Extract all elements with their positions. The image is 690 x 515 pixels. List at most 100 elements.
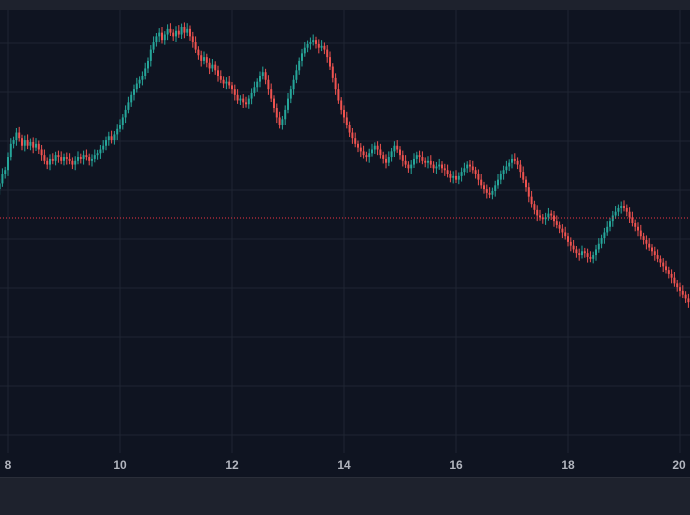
candle	[494, 180, 497, 197]
candle	[502, 165, 505, 180]
candle-body	[0, 183, 1, 190]
candle	[477, 169, 480, 186]
candle-body	[225, 81, 228, 84]
candle	[35, 138, 37, 152]
candle-body	[183, 26, 186, 33]
candle-body	[410, 164, 413, 169]
candle	[564, 226, 567, 240]
candle-body	[586, 253, 589, 257]
candle-body	[250, 92, 253, 99]
candle	[175, 26, 177, 43]
candle	[653, 246, 656, 261]
candle-body	[110, 136, 113, 141]
candle	[424, 157, 427, 168]
candle-body	[491, 190, 494, 195]
candle-body	[203, 57, 205, 61]
candle	[469, 160, 471, 173]
candle	[183, 22, 186, 39]
candle-body	[256, 81, 259, 88]
candle-body	[161, 32, 163, 41]
candle	[91, 154, 93, 167]
candle	[306, 40, 309, 53]
candle-body	[23, 140, 26, 146]
candle	[569, 237, 572, 252]
chart-pane[interactable]	[0, 10, 690, 453]
candle-body	[625, 207, 628, 212]
candle-body	[337, 89, 340, 101]
candle	[572, 239, 575, 253]
candle-body	[667, 270, 670, 274]
candle-body	[275, 108, 278, 118]
candle-body	[323, 45, 326, 50]
candle-body	[144, 68, 147, 76]
candle	[214, 61, 217, 75]
candle	[323, 42, 326, 55]
candle	[681, 285, 684, 299]
candle	[592, 251, 595, 264]
candle-body	[645, 239, 648, 244]
candle-body	[684, 294, 687, 299]
candle	[189, 25, 191, 41]
candle	[141, 71, 144, 86]
candle	[43, 149, 46, 165]
candle	[631, 211, 634, 227]
candle-body	[435, 166, 438, 169]
candle	[18, 126, 21, 142]
candle	[119, 119, 121, 133]
candle-body	[60, 157, 63, 161]
candle	[639, 224, 642, 240]
candle	[550, 210, 553, 221]
candle	[127, 96, 130, 114]
candle	[46, 157, 49, 170]
candle	[525, 176, 527, 192]
candle	[460, 167, 463, 182]
candle-body	[200, 55, 203, 61]
candle-body	[387, 157, 390, 163]
candle	[497, 174, 499, 189]
candle	[687, 293, 690, 308]
candle	[217, 65, 219, 82]
candle-body	[502, 170, 505, 175]
candle	[152, 36, 155, 53]
candle-body	[631, 217, 634, 224]
candle-body	[466, 164, 469, 169]
candle	[418, 150, 421, 163]
candle-body	[368, 153, 371, 158]
candle-body	[443, 168, 446, 171]
candle-body	[488, 192, 491, 195]
candle-body	[231, 85, 233, 90]
candle	[421, 151, 424, 165]
candle-body	[133, 89, 135, 95]
candle	[166, 24, 169, 41]
candle-body	[373, 145, 376, 150]
candle-body	[659, 258, 662, 263]
candle-body	[261, 72, 264, 76]
candle-body	[79, 157, 82, 159]
candle-body	[525, 179, 527, 188]
candle-body	[245, 102, 247, 105]
candle	[443, 163, 446, 176]
candle	[348, 121, 351, 138]
candle-body	[85, 155, 88, 158]
candle	[158, 28, 161, 43]
candle-body	[113, 134, 116, 141]
x-tick-label: 10	[113, 458, 127, 472]
candle-body	[547, 213, 550, 218]
candle	[236, 89, 239, 104]
candle-body	[555, 221, 558, 225]
candle-body	[393, 145, 396, 152]
candlestick-chart[interactable]	[0, 10, 690, 453]
candle-body	[74, 160, 77, 165]
candle-body	[539, 215, 541, 218]
candle	[455, 170, 457, 184]
candle-body	[287, 98, 289, 110]
candle	[169, 23, 172, 37]
candle-body	[214, 64, 217, 71]
candle-body	[382, 155, 385, 159]
time-axis[interactable]: 8 10 12 14 16 18 20	[0, 453, 690, 477]
candle-body	[138, 79, 141, 84]
candle	[387, 151, 390, 167]
candle-body	[569, 241, 572, 246]
candle-body	[189, 28, 191, 37]
candle	[340, 97, 343, 115]
